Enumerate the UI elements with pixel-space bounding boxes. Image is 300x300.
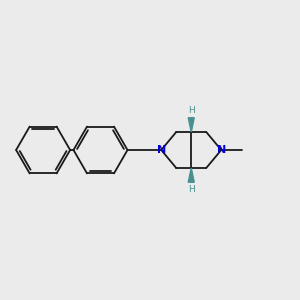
- Text: N: N: [157, 145, 166, 155]
- Text: N: N: [217, 145, 226, 155]
- Text: H: H: [188, 106, 195, 116]
- Polygon shape: [188, 168, 194, 182]
- Polygon shape: [188, 118, 194, 132]
- Text: H: H: [188, 184, 195, 194]
